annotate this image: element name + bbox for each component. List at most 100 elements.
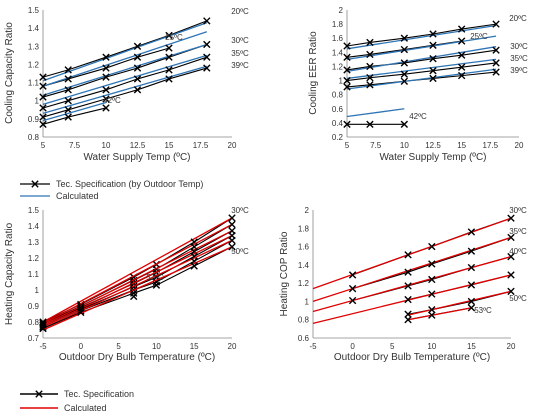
data-point — [203, 17, 211, 25]
data-point — [457, 25, 466, 33]
y-tick-label: 0.8 — [332, 91, 344, 100]
calc-line — [312, 274, 512, 325]
y-tick-label: 0.7 — [28, 334, 40, 343]
marker-stroke — [228, 220, 236, 229]
marker-stroke — [348, 296, 357, 305]
data-point — [428, 275, 436, 284]
marker-stroke — [343, 83, 351, 91]
marker-stroke — [366, 38, 374, 47]
data-point — [400, 77, 409, 85]
x-axis-label: Outdoor Dry Bulb Temperature (ºC) — [334, 352, 490, 363]
series-5 — [404, 287, 515, 318]
marker-stroke — [428, 311, 436, 319]
data-point — [165, 31, 173, 40]
data-point — [39, 73, 47, 81]
y-tick-label: 0.9 — [28, 115, 40, 124]
marker-stroke — [39, 73, 47, 81]
calc-line — [407, 307, 472, 321]
chart-heating-capacity: -5 0 5 10 15 20 0.7 0.8 0.9 1 1.1 1.2 1.3 1.4 1.5 Outdo… — [4, 206, 249, 363]
y-axis-label: Cooling Capacity Ratio — [4, 22, 15, 124]
data-point — [133, 64, 142, 72]
marker-stroke — [343, 120, 351, 128]
marker-stroke — [492, 59, 500, 67]
marker-stroke — [467, 263, 476, 272]
marker-stroke — [152, 278, 161, 286]
marker-stroke — [203, 64, 211, 72]
marker-stroke — [429, 74, 437, 83]
spec-line — [346, 62, 497, 82]
calc-line — [346, 46, 497, 73]
series-annotation: 42ºC — [103, 96, 121, 105]
marker-stroke — [404, 316, 412, 324]
x-tick-label: 10 — [152, 342, 161, 351]
data-point — [507, 252, 515, 261]
data-point — [64, 66, 72, 74]
data-point — [429, 41, 437, 49]
series-7 — [130, 292, 138, 301]
data-point — [366, 50, 374, 59]
marker-stroke — [366, 74, 374, 82]
marker-stroke — [102, 95, 110, 103]
y-tick-label: 1.5 — [28, 206, 40, 215]
data-point — [404, 268, 412, 276]
marker-stroke — [429, 66, 437, 75]
marker-stroke — [39, 323, 47, 331]
legend-item: Tec. Specification (by Outdoor Temp) — [20, 179, 203, 189]
x-tick-label: -5 — [309, 342, 317, 351]
data-point — [165, 53, 173, 61]
data-point — [428, 305, 436, 314]
data-point — [102, 104, 110, 112]
chart-cooling-capacity: 5 7.5 10 12.5 15 17.5 20 0.8 0.9 1 1.1 1.2 1.3 1.4 1.5… — [4, 6, 249, 163]
data-point — [404, 310, 412, 318]
marker-stroke — [152, 281, 161, 289]
marker-stroke — [366, 81, 374, 89]
data-point — [64, 86, 72, 94]
y-tick-label: 1.4 — [28, 222, 40, 231]
series-4 — [39, 53, 211, 112]
series-3 — [39, 227, 236, 329]
marker-stroke — [348, 271, 357, 279]
data-point — [400, 34, 409, 42]
y-tick-label: 0.6 — [332, 105, 344, 114]
data-point — [165, 75, 173, 83]
marker-stroke — [428, 260, 436, 268]
marker-stroke — [492, 46, 500, 54]
legend-item: Tec. Specification — [20, 389, 134, 399]
data-point — [366, 81, 374, 89]
legend-marker — [31, 180, 39, 188]
series-annotation: 20ºC — [509, 14, 527, 23]
y-tick-label: 1.2 — [298, 279, 310, 288]
data-point — [457, 51, 466, 59]
marker-stroke — [64, 75, 72, 83]
y-tick-label: 1.5 — [28, 6, 40, 15]
marker-stroke — [102, 104, 110, 112]
marker-stroke — [133, 42, 142, 50]
y-tick-label: 1.2 — [28, 60, 40, 69]
legend-label: Calculated — [64, 403, 107, 413]
calc-line — [312, 217, 512, 290]
data-point — [343, 120, 351, 128]
series-2 — [312, 233, 515, 303]
data-point — [133, 53, 142, 61]
data-point — [77, 308, 85, 317]
marker-stroke — [429, 41, 437, 49]
x-tick-label: 15 — [190, 342, 199, 351]
data-point — [203, 64, 211, 72]
data-point — [343, 42, 351, 50]
data-point — [366, 38, 374, 47]
marker-stroke — [228, 214, 236, 222]
series-4 — [312, 271, 515, 325]
series-annotation: 53ºC — [474, 306, 492, 315]
marker-stroke — [429, 30, 437, 38]
x-tick-label: 5 — [116, 342, 121, 351]
marker-stroke — [130, 289, 138, 297]
spec-line — [42, 20, 207, 78]
data-point — [429, 74, 437, 83]
data-point — [400, 70, 409, 78]
data-point — [39, 82, 47, 90]
y-tick-label: 1.8 — [332, 20, 344, 29]
data-point — [404, 282, 412, 290]
marker-stroke — [39, 120, 47, 128]
marker-stroke — [203, 40, 211, 49]
series-3 — [312, 252, 515, 313]
